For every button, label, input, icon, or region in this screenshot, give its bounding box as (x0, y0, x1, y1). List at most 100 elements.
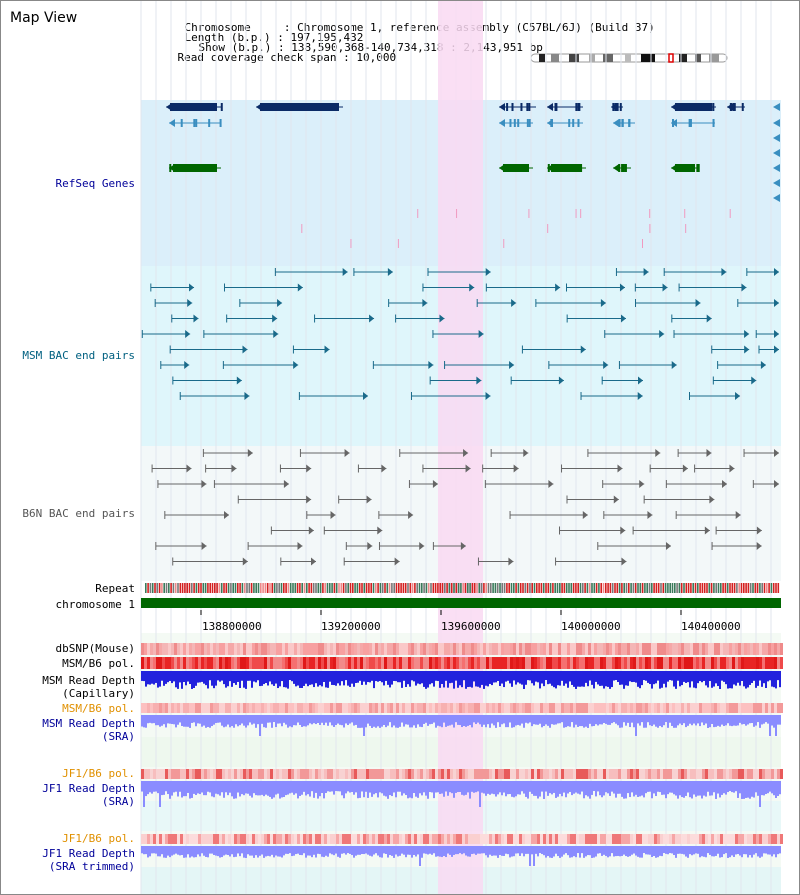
heat-pol (432, 703, 435, 713)
track-label-b6n-bac[interactable]: B6N BAC end pairs (22, 507, 135, 520)
depth-bar (737, 671, 739, 683)
heat-pol (162, 657, 165, 669)
heat-snp (360, 643, 363, 655)
depth-bar (237, 781, 239, 793)
depth-bar (305, 846, 307, 858)
heat-snp (507, 643, 510, 655)
depth-bar (505, 671, 507, 682)
depth-bar (725, 671, 727, 685)
track-label-jf1-depth-trimmed[interactable]: JF1 Read Depth (42, 847, 135, 860)
track-label-msm-depth-capillary[interactable]: MSM Read Depth (42, 674, 135, 687)
heat-pol (513, 657, 516, 669)
heat-pol (213, 703, 216, 713)
depth-bar (151, 781, 153, 794)
b6n-bac-pair (666, 542, 672, 550)
msm-bac-pair (643, 268, 649, 276)
heat-pol (267, 834, 270, 844)
track-label-chromosome[interactable]: chromosome 1 (55, 598, 135, 611)
heat-pol (708, 703, 711, 713)
repeat-mark (149, 583, 152, 593)
repeat-mark (547, 583, 550, 593)
msm-bac-pair (428, 361, 434, 369)
heat-pol (528, 703, 531, 713)
depth-bar (767, 846, 769, 855)
heat-pol (615, 703, 618, 713)
track-label-jf1-b6-pol-1[interactable]: JF1/B6 pol. (62, 767, 135, 780)
heat-pol (453, 657, 456, 669)
heat-pol (492, 834, 495, 844)
repeat-mark (634, 583, 637, 593)
depth-bar (655, 846, 657, 858)
repeat-mark (588, 583, 591, 593)
heat-pol (741, 769, 744, 779)
depth-bar (599, 846, 601, 854)
depth-bar (447, 671, 449, 688)
depth-bar (539, 846, 541, 854)
depth-bar (463, 846, 465, 854)
track-label-msm-bac[interactable]: MSM BAC end pairs (22, 349, 135, 362)
heat-snp (480, 643, 483, 655)
heat-snp (576, 643, 579, 655)
heat-pol (591, 834, 594, 844)
depth-bar (247, 846, 249, 855)
depth-bar (241, 715, 243, 724)
depth-bar (245, 846, 247, 858)
track-label-msm-depth-sra[interactable]: MSM Read Depth (42, 717, 135, 730)
heat-snp (234, 643, 237, 655)
heat-pol (609, 834, 612, 844)
heat-pol (237, 657, 240, 669)
heat-pol (180, 657, 183, 669)
heat-pol (534, 703, 537, 713)
track-label-jf1-b6-pol-2[interactable]: JF1/B6 pol. (62, 832, 135, 845)
depth-bar (407, 715, 409, 725)
heat-pol (573, 703, 576, 713)
heat-snp (387, 643, 390, 655)
track-label-refseq[interactable]: RefSeq Genes (55, 177, 135, 190)
repeat-mark (446, 583, 448, 593)
depth-bar (505, 781, 507, 797)
track-label-jf1-depth-sra[interactable]: JF1 Read Depth (42, 782, 135, 795)
heat-snp (501, 643, 504, 655)
heat-pol (720, 834, 723, 844)
depth-bar (649, 846, 651, 855)
chromosome-ideogram[interactable] (529, 53, 731, 65)
depth-bar (321, 715, 323, 723)
heat-snp (750, 643, 753, 655)
track-label-dbsnp[interactable]: dbSNP(Mouse) (55, 642, 135, 655)
depth-bar (687, 671, 689, 683)
heat-snp (492, 643, 495, 655)
heat-pol (555, 834, 558, 844)
depth-bar (257, 715, 259, 725)
heat-pol (444, 769, 447, 779)
depth-bar (509, 781, 511, 795)
depth-bar (535, 671, 537, 682)
heat-pol (735, 769, 738, 779)
track-label-repeat[interactable]: Repeat (95, 582, 135, 595)
heat-snp (153, 643, 156, 655)
depth-bar (289, 715, 291, 727)
heat-pol (414, 657, 417, 669)
depth-bar (455, 846, 457, 855)
depth-bar (283, 781, 285, 798)
heat-pol (498, 703, 501, 713)
heat-pol (663, 834, 666, 844)
refseq-exon (509, 119, 512, 127)
depth-bar (425, 715, 427, 723)
depth-bar (589, 846, 591, 856)
heat-pol (642, 657, 645, 669)
track-label-msm-b6-pol-2[interactable]: MSM/B6 pol. (62, 702, 135, 715)
depth-bar (305, 781, 307, 796)
depth-bar (323, 781, 325, 799)
depth-bar (581, 715, 583, 727)
repeat-mark (287, 583, 290, 593)
refseq-exon (506, 164, 509, 172)
heat-pol (348, 657, 351, 669)
depth-bar (301, 715, 303, 727)
track-label-msm-b6-pol-1[interactable]: MSM/B6 pol. (62, 657, 135, 670)
heat-pol (702, 834, 705, 844)
depth-bar (585, 671, 587, 683)
b6n-bac-pair (647, 511, 653, 519)
depth-bar (303, 781, 305, 792)
repeat-mark (766, 583, 768, 593)
depth-bar (751, 781, 753, 797)
